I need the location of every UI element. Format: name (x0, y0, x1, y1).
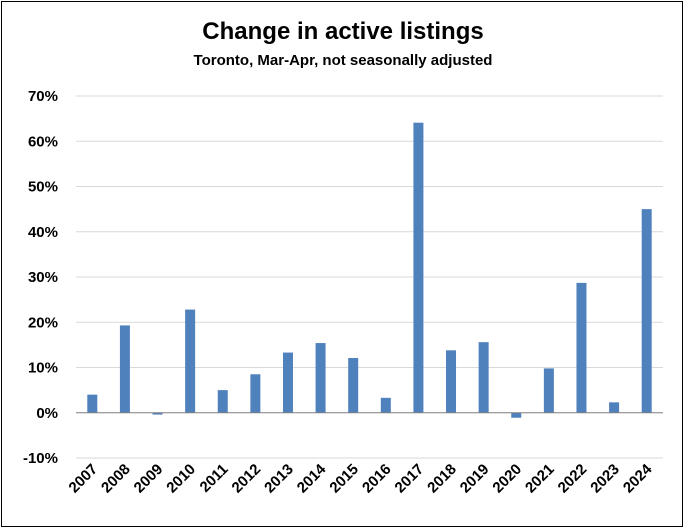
x-tick-label: 2019 (457, 461, 493, 497)
y-tick-label: 50% (28, 179, 58, 196)
y-tick-label: 60% (28, 133, 58, 150)
x-tick-label: 2008 (98, 461, 134, 497)
x-tick-label: 2013 (261, 461, 297, 497)
chart-title: Change in active listings (202, 18, 484, 45)
bar-2013 (282, 352, 293, 413)
x-tick-label: 2016 (359, 461, 395, 497)
chart-subtitle: Toronto, Mar-Apr, not seasonally adjuste… (193, 52, 493, 69)
y-tick-label: 10% (28, 360, 58, 377)
y-tick-label: 20% (28, 314, 58, 331)
gridlines (76, 95, 663, 459)
bar-2009 (152, 412, 163, 415)
bar-2008 (119, 325, 130, 413)
bar-2017 (413, 122, 424, 413)
y-tick-label: 70% (28, 88, 58, 105)
bar-2024 (641, 209, 652, 413)
bar-2020 (511, 412, 522, 418)
y-tick-label: 0% (36, 405, 58, 422)
x-tick-label: 2015 (326, 461, 362, 497)
bar-2014 (315, 343, 326, 413)
bars (87, 122, 652, 418)
bar-2021 (543, 368, 554, 413)
y-axis-tick-labels: -10% 0% 10% 20% 30% 40% 50% 60% 70% (23, 88, 58, 467)
x-tick-label: 2010 (163, 461, 199, 497)
bar-2023 (609, 402, 620, 413)
bar-2018 (446, 350, 457, 413)
x-tick-label: 2021 (522, 461, 558, 497)
bar-2016 (380, 397, 391, 413)
x-tick-label: 2014 (294, 460, 330, 496)
y-tick-label: -10% (23, 450, 58, 467)
x-tick-label: 2017 (392, 461, 428, 497)
bar-2007 (87, 394, 98, 413)
x-tick-label: 2023 (587, 461, 623, 497)
bar-2011 (217, 390, 228, 413)
x-tick-label: 2009 (131, 461, 167, 497)
y-tick-label: 40% (28, 224, 58, 241)
x-tick-label: 2011 (197, 461, 232, 496)
x-tick-label: 2007 (66, 461, 102, 497)
x-tick-label: 2018 (424, 461, 460, 497)
bar-2012 (250, 374, 261, 413)
x-tick-label: 2022 (555, 461, 591, 497)
x-tick-label: 2012 (229, 461, 265, 497)
bar-2015 (348, 357, 359, 413)
y-tick-label: 30% (28, 269, 58, 286)
bar-2010 (185, 309, 196, 413)
bar-2019 (478, 342, 489, 413)
x-axis-tick-labels: 2007200820092010201120122013201420152016… (66, 460, 656, 496)
x-tick-label: 2020 (489, 461, 525, 497)
x-tick-label: 2024 (620, 460, 656, 496)
bar-2022 (576, 282, 587, 413)
